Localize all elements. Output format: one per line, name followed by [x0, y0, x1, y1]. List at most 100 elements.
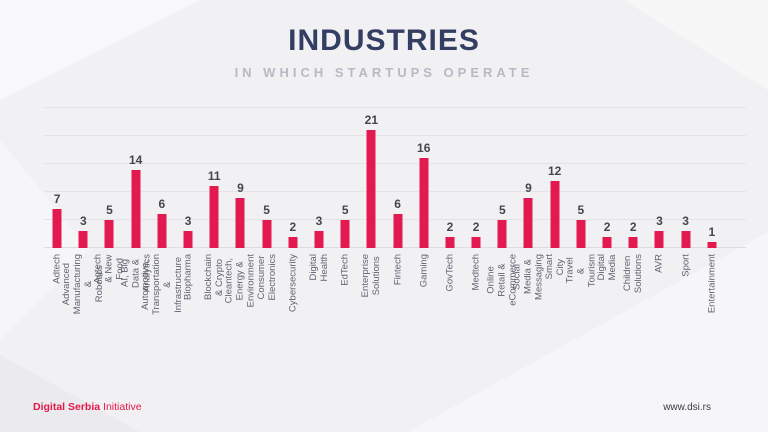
bar — [104, 220, 114, 248]
bar — [707, 242, 717, 248]
bar-column: 11 Blockchain & Crypto — [201, 108, 227, 300]
bar-column: 3 Biopharma — [175, 108, 201, 300]
bar — [681, 231, 691, 248]
value-label: 9 — [525, 180, 532, 195]
gridline — [44, 191, 746, 192]
brand-logo-regular: Initiative — [100, 401, 142, 413]
category-label: Travel & Tourism — [564, 253, 598, 288]
bar — [131, 169, 141, 248]
bar-column: 2 Cybersecurity — [280, 108, 306, 312]
category-label: Children Solutions — [622, 253, 645, 294]
bar — [340, 220, 350, 248]
bar — [366, 130, 376, 248]
category-label: Digital Media — [596, 254, 619, 281]
bar-column: 9 Cleantech, Energy & Environment — [224, 108, 257, 308]
brand-logo-bold: Digital Serbia — [33, 401, 101, 413]
bar-column: 2 Children Solutions — [620, 108, 646, 293]
bar — [654, 231, 664, 248]
bar — [628, 236, 638, 248]
category-label: Consumer Electronics — [255, 253, 278, 301]
bar-chart: 7 Adtech 3 Advanced Manufacturing & Robotic… — [44, 107, 746, 315]
website-link: www.dsi.rs — [663, 402, 711, 413]
category-label: EdTech — [339, 254, 351, 286]
bar-column: 3 AVR — [646, 108, 672, 273]
category-label: Cleantech, Energy & Environment — [223, 254, 257, 308]
value-label: 11 — [207, 169, 221, 184]
bar-column: 1 Entertainment — [699, 108, 725, 313]
bar — [262, 220, 272, 248]
bar — [419, 158, 429, 248]
bar — [471, 236, 481, 248]
bar — [497, 220, 507, 248]
bar-column: 9 Social Media & Messaging — [512, 108, 545, 300]
value-label: 2 — [289, 219, 297, 234]
gridline — [44, 163, 746, 164]
bar-column: 12 Smart City — [542, 108, 568, 280]
category-label: Digital Health — [307, 253, 330, 282]
bar — [314, 231, 324, 248]
value-label: 16 — [417, 141, 431, 156]
category-label: AVR — [653, 254, 665, 273]
value-label: 5 — [577, 203, 585, 217]
value-label: 21 — [364, 113, 379, 128]
chart-header: INDUSTRIES IN WHICH STARTUPS OPERATE — [0, 24, 768, 80]
page-title: INDUSTRIES — [288, 24, 480, 57]
bar-column: 2 Medtech — [463, 108, 489, 291]
value-label: 3 — [682, 214, 689, 229]
gridline — [44, 107, 746, 108]
background-facet-bottom-left — [0, 355, 140, 432]
value-label: 3 — [656, 214, 663, 229]
category-label: Medtech — [470, 254, 482, 291]
value-label: 5 — [263, 203, 270, 217]
value-label: 9 — [237, 180, 244, 195]
bar — [445, 236, 455, 248]
value-label: 5 — [106, 203, 113, 217]
category-label: Sport — [680, 254, 692, 277]
bar — [602, 236, 612, 248]
bar — [78, 231, 88, 248]
bar-column: 3 Sport — [673, 108, 699, 277]
bar-column: 5 Online Retail & eCommerce — [486, 108, 519, 306]
bar-column: 3 Digital Health — [306, 108, 332, 281]
value-label: 3 — [79, 214, 87, 229]
bar-column: 5 EdTech — [332, 108, 358, 286]
value-label: 2 — [629, 219, 637, 234]
value-label: 6 — [394, 197, 401, 212]
value-label: 5 — [498, 203, 506, 217]
value-label: 14 — [128, 152, 143, 167]
category-label: Automotive, Transportation & Infrastruct… — [139, 254, 184, 315]
bar-column: 16 Gaming — [411, 108, 437, 287]
bar — [52, 208, 62, 248]
value-label: 7 — [53, 191, 61, 206]
value-label: 1 — [708, 225, 716, 240]
bar-column: 5 Consumer Electronics — [254, 108, 280, 300]
bar — [550, 180, 560, 248]
bar-column: 2 GovTech — [437, 108, 463, 292]
bar-column: 6 Automotive, Transportation & Infrastruc… — [140, 108, 184, 315]
bar-column: 14 AI, Big Data & Analytics — [119, 108, 152, 292]
bar-column: 6 Fintech — [384, 108, 410, 285]
category-label: Fintech — [392, 254, 404, 286]
value-label: 6 — [158, 197, 166, 212]
value-label: 3 — [184, 214, 192, 229]
category-label: Gaming — [418, 254, 430, 288]
value-label: 2 — [446, 219, 454, 234]
bar-column: 3 Advanced Manufacturing & Robotics — [61, 108, 105, 314]
bar — [209, 186, 219, 248]
bar-column: 2 Digital Media — [594, 108, 620, 281]
value-label: 2 — [603, 219, 611, 234]
brand-logo: Digital Serbia Initiative — [33, 401, 142, 413]
page-subtitle: IN WHICH STARTUPS OPERATE — [234, 65, 534, 80]
category-label: GovTech — [444, 254, 456, 292]
bar — [183, 231, 193, 248]
category-label: Biopharma — [182, 254, 194, 300]
category-label: Cybersecurity — [287, 254, 299, 313]
value-label: 3 — [315, 214, 323, 229]
bar-column: 7 Adtech — [44, 108, 70, 284]
category-label: Blockchain & Crypto — [203, 254, 226, 300]
bar — [576, 220, 586, 248]
bar-column: 5 Agtech & New Food — [93, 108, 126, 284]
bar — [523, 197, 533, 248]
category-label: Entertainment — [706, 254, 718, 314]
